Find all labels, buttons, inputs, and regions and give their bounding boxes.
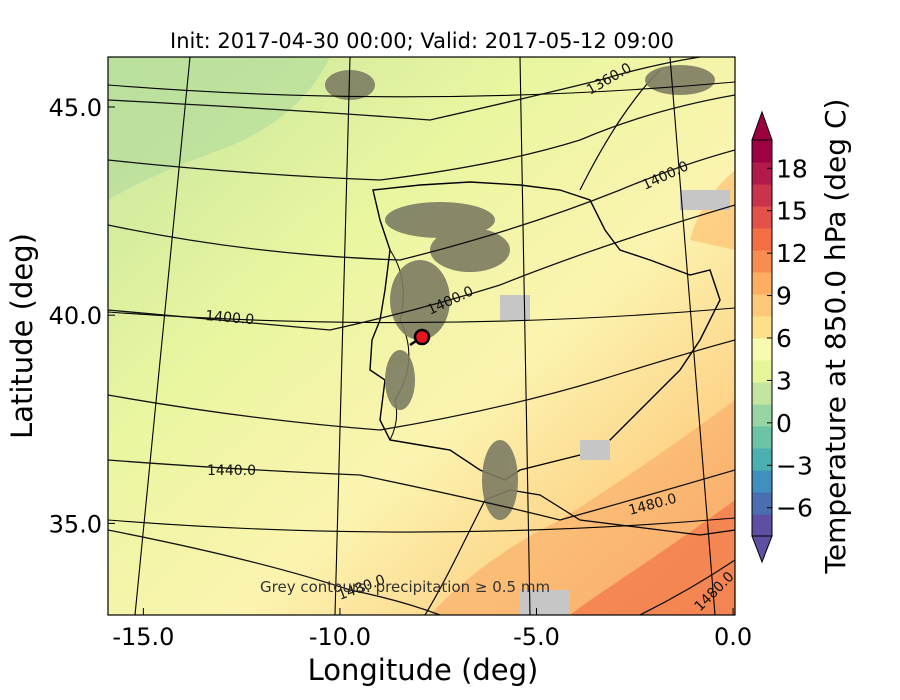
y-tick-label: 45.0 (49, 94, 102, 122)
location-marker (413, 328, 431, 346)
y-tick-label: 35.0 (49, 510, 102, 538)
colorbar-segment (752, 448, 772, 471)
graticule (108, 57, 735, 615)
map-frame (107, 56, 736, 616)
colorbar-segment (752, 382, 772, 405)
colorbar-segment (752, 294, 772, 317)
colorbar-segment (752, 140, 772, 163)
colorbar-segment (752, 514, 772, 537)
colorbar-segment (752, 272, 772, 295)
colorbar-tick-label: 15 (776, 197, 808, 226)
colorbar-extend-min (751, 535, 773, 564)
colorbar-tick-label: 9 (776, 282, 792, 311)
y-axis-label: Latitude (deg) (5, 233, 39, 439)
colorbar: −6 −3 0 3 6 9 12 15 18 (751, 110, 813, 564)
colorbar-segment (752, 492, 772, 515)
chart-title: Init: 2017-04-30 00:00; Valid: 2017-05-1… (170, 29, 674, 53)
colorbar-segment (752, 470, 772, 493)
colorbar-tick-label: −6 (776, 494, 813, 523)
colorbar-tick-label: 12 (776, 239, 808, 268)
x-tick-label: -10.0 (309, 623, 371, 651)
colorbar-tick-label: 3 (776, 366, 792, 395)
x-ticks: -15.0 -10.0 -5.0 0.0 (112, 608, 752, 651)
contour-label: 1400.0 (205, 308, 255, 328)
colorbar-segment (752, 162, 772, 185)
colorbar-segment (752, 338, 772, 361)
y-tick-label: 40.0 (49, 302, 102, 330)
colorbar-segment (752, 426, 772, 449)
geopotential-lines (108, 57, 735, 615)
colorbar-label: Temperature at 850.0 hPa (deg C) (819, 99, 852, 575)
colorbar-segment (752, 184, 772, 207)
cool-region (108, 57, 330, 200)
colorbar-tick-label: 0 (776, 409, 792, 438)
colorbar-segment (752, 404, 772, 427)
x-axis-label: Longitude (deg) (308, 653, 539, 687)
grey-patches (500, 190, 730, 615)
colorbar-segment (752, 360, 772, 383)
colorbar-tick-label: 18 (776, 154, 808, 183)
colorbar-extend-max (751, 110, 773, 141)
africa-west-coast (424, 499, 486, 615)
x-tick-label: -5.0 (513, 623, 560, 651)
contour-label: 1440.0 (207, 463, 256, 479)
colorbar-segment (752, 250, 772, 273)
colorbar-segment (752, 228, 772, 251)
x-tick-label: 0.0 (714, 623, 752, 651)
colorbar-segment (752, 316, 772, 339)
precipitation-annotation: Grey contours: precipitation ≥ 0.5 mm (260, 578, 550, 596)
colorbar-tick-label: 6 (776, 324, 792, 353)
x-tick-label: -15.0 (112, 623, 174, 651)
colorbar-tick-label: −3 (776, 451, 813, 480)
colorbar-segment (752, 206, 772, 229)
y-ticks: 45.0 40.0 35.0 (49, 94, 115, 538)
map-area: 1360.0 1400.0 1400.0 1400.0 1440.0 1480.… (108, 57, 735, 615)
